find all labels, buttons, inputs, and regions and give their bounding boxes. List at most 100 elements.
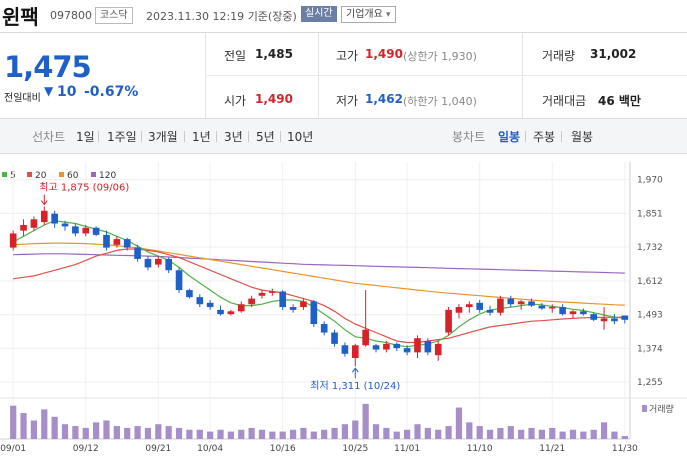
candle-body	[279, 291, 287, 308]
volume-bar	[580, 431, 587, 439]
candle-weekly-button[interactable]: 주봉	[533, 130, 556, 144]
candle-body	[134, 247, 141, 259]
period-1d-button[interactable]: 1일	[76, 130, 95, 144]
volume-bar	[362, 403, 369, 439]
candle-body	[600, 318, 608, 322]
legend-swatch-60	[59, 172, 64, 177]
volume-bar	[248, 427, 255, 439]
current-price: 1,475	[4, 50, 92, 84]
candle-chart-label: 봉차트	[452, 130, 486, 144]
toolbar-separator	[525, 131, 526, 142]
x-tick-label: 11/10	[467, 444, 493, 454]
candle-body	[372, 345, 380, 350]
toolbar-separator	[184, 131, 185, 142]
volume-bar	[279, 431, 286, 439]
legend-swatch-120	[91, 172, 96, 177]
high-value: 1,490	[365, 47, 403, 61]
candle-body	[103, 234, 110, 248]
line-chart-label: 선차트	[32, 130, 66, 144]
open-label: 시가	[224, 94, 247, 108]
chevron-down-icon: ▾	[386, 10, 391, 20]
candle-daily-button[interactable]: 일봉	[498, 130, 521, 144]
period-1y-button[interactable]: 1년	[192, 130, 211, 144]
y-tick-label: 1,374	[637, 344, 663, 354]
x-tick-label: 11/01	[394, 444, 420, 454]
candle-body	[258, 292, 266, 296]
volume-bar	[134, 426, 141, 439]
period-3y-button[interactable]: 3년	[224, 130, 243, 144]
toolbar-separator	[141, 131, 142, 142]
lower-limit: (하한가 1,040)	[403, 95, 477, 108]
candle-body	[113, 239, 121, 245]
low-label: 저가	[336, 94, 359, 108]
ma120-line	[13, 253, 625, 274]
legend-swatch-5	[2, 172, 7, 177]
legend-label-20: 20	[35, 171, 47, 181]
candle-body	[154, 258, 162, 265]
volume-bar	[227, 431, 234, 439]
low-annotation: 최저 1,311 (10/24)	[310, 380, 400, 392]
candle-body	[497, 298, 504, 313]
toolbar-separator	[98, 131, 99, 142]
company-overview-dropdown[interactable]: 기업개요 ▾	[341, 6, 396, 23]
candle-body	[9, 233, 17, 248]
change-label: 전일대비	[4, 93, 41, 104]
period-10y-button[interactable]: 10년	[287, 130, 314, 144]
up-arrow-icon	[351, 367, 359, 373]
legend-label-120: 120	[99, 171, 116, 181]
volume-bar	[507, 426, 514, 439]
volume-bar	[217, 429, 224, 439]
volume-bar	[238, 429, 245, 439]
stock-chart[interactable]: 52060120 1,9701,8511,7321,6121,4931,3741…	[0, 152, 687, 466]
volume-bar	[124, 427, 131, 439]
period-1w-button[interactable]: 1주일	[107, 130, 137, 144]
volume-bar	[372, 424, 380, 439]
price-axis: 1,970 1,851 1,732 1,612 1,493 1,374 1,255 거래량	[637, 176, 674, 415]
volume-bar	[258, 429, 266, 439]
y-tick-label: 1,851	[637, 209, 663, 219]
candle-body	[362, 329, 369, 346]
candle-body	[403, 348, 411, 353]
trade-amount-value: 46 백만	[598, 94, 641, 108]
candle-body	[20, 224, 27, 231]
candle-body	[196, 297, 204, 305]
volume-bar	[455, 407, 463, 439]
candle-body	[507, 298, 515, 305]
volume-label: 거래량	[542, 49, 576, 63]
volume-bar	[476, 426, 483, 439]
volume-bar	[559, 431, 566, 439]
timestamp: 2023.11.30 12:19 기준(장중)	[146, 8, 297, 24]
volume-bar	[113, 426, 120, 439]
volume-axis-label: 거래량	[649, 403, 674, 415]
candle-body	[61, 223, 69, 227]
period-3m-button[interactable]: 3개월	[148, 130, 178, 144]
volume-bar	[445, 426, 452, 439]
toolbar-separator	[561, 131, 562, 142]
volume-bar	[549, 427, 556, 439]
volume-bars	[10, 403, 628, 439]
prev-close-label: 전일	[224, 49, 247, 63]
chart-toolbar: 선차트 1일 1주일 3개월 1년 3년 5년 10년 봉차트 일봉 주봉 월봉	[0, 118, 687, 154]
volume-bar	[186, 429, 193, 439]
volume-bar	[196, 429, 203, 439]
candle-body	[590, 314, 598, 320]
candle-body	[40, 210, 48, 223]
upper-limit: (상한가 1,930)	[403, 50, 477, 63]
volume-bar	[165, 426, 172, 439]
volume-bar	[61, 424, 69, 439]
period-5y-button[interactable]: 5년	[256, 130, 275, 144]
candle-body	[569, 311, 577, 315]
candle-body	[393, 343, 401, 349]
realtime-button[interactable]: 실시간	[301, 6, 337, 22]
volume-bar	[590, 429, 597, 439]
volume-bar	[414, 424, 421, 439]
legend-swatch-20	[27, 172, 32, 177]
moving-averages	[12, 220, 625, 348]
candle-body	[611, 318, 618, 322]
candlesticks	[9, 206, 629, 367]
volume-bar	[424, 427, 431, 439]
candle-body	[206, 302, 214, 308]
candle-monthly-button[interactable]: 월봉	[571, 130, 594, 144]
candle-body	[248, 298, 255, 305]
candle-body	[237, 304, 245, 312]
